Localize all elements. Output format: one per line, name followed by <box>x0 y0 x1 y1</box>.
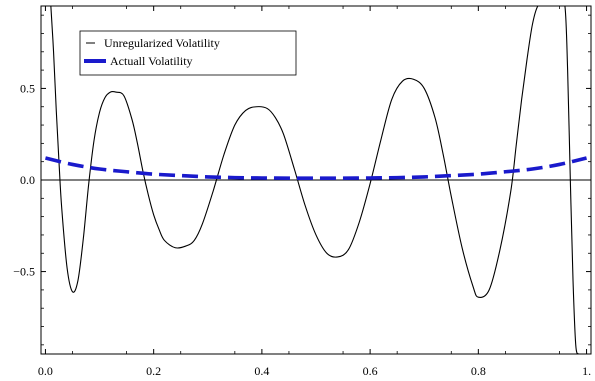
series-line-unregularized-volatility <box>50 6 579 354</box>
x-tick-label: 1. <box>582 364 591 378</box>
y-tick-label: 0.5 <box>20 81 35 95</box>
legend-label-actual: Actuall Volatility <box>110 54 193 68</box>
x-tick-label: 0.0 <box>38 364 53 378</box>
x-tick-label: 0.2 <box>146 364 161 378</box>
y-tick-label: 0.0 <box>20 173 35 187</box>
legend-label-unregularized: Unregularized Volatility <box>104 36 220 50</box>
axis-ticks: 0.0 0.2 0.4 0.6 0.8 1. 0.5 0.0 −0.5 <box>13 6 591 378</box>
series-line-actual-volatility <box>45 156 587 180</box>
legend-box <box>79 30 297 76</box>
x-tick-label: 0.4 <box>254 364 269 378</box>
legend: Unregularized Volatility Actuall Volatil… <box>79 30 297 76</box>
x-tick-label: 0.6 <box>363 364 378 378</box>
series-layer <box>45 6 587 354</box>
y-tick-label: −0.5 <box>13 265 35 279</box>
x-tick-label: 0.8 <box>471 364 486 378</box>
